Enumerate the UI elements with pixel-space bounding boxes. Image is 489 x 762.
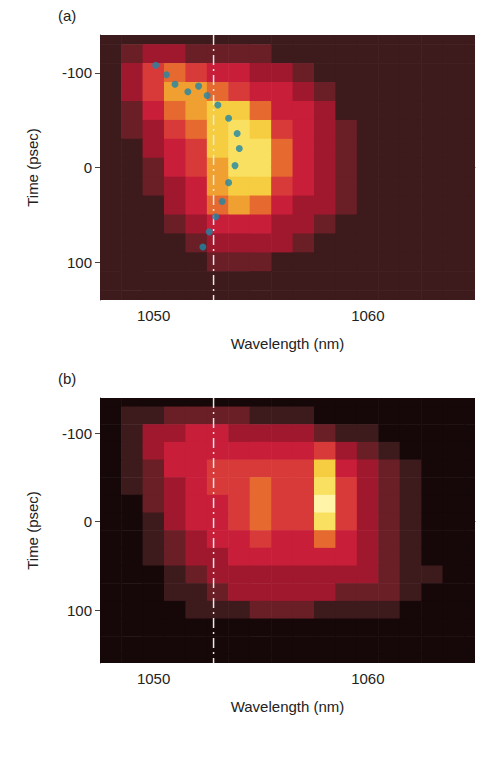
svg-text:100: 100: [67, 254, 92, 271]
svg-text:Wavelength (nm): Wavelength (nm): [231, 698, 345, 715]
svg-text:(a): (a): [58, 7, 76, 24]
svg-text:Time (psec): Time (psec): [24, 128, 41, 207]
svg-text:1050: 1050: [137, 670, 170, 687]
svg-text:-100: -100: [62, 425, 92, 442]
svg-text:1060: 1060: [351, 670, 384, 687]
svg-text:(b): (b): [58, 370, 76, 387]
svg-text:-100: -100: [62, 64, 92, 81]
svg-text:1050: 1050: [137, 307, 170, 324]
svg-text:Time (psec): Time (psec): [24, 491, 41, 570]
svg-text:Wavelength (nm): Wavelength (nm): [231, 335, 345, 352]
svg-text:0: 0: [84, 513, 92, 530]
svg-text:1060: 1060: [351, 307, 384, 324]
svg-text:0: 0: [84, 159, 92, 176]
svg-text:100: 100: [67, 602, 92, 619]
